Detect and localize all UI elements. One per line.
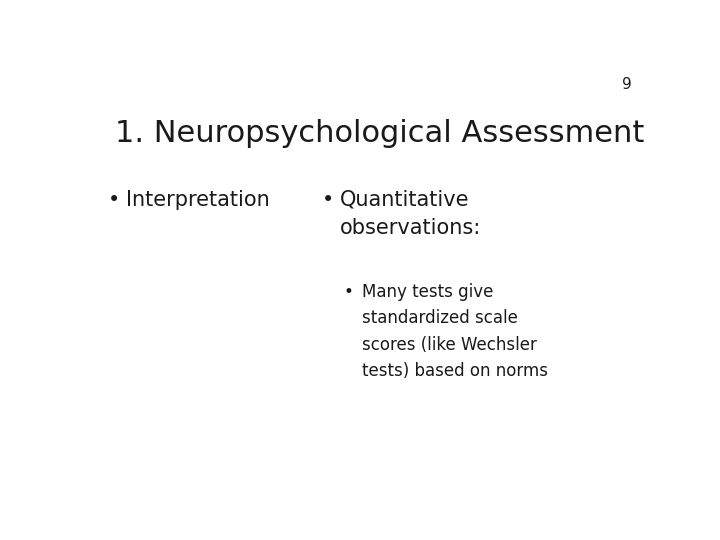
Text: 9: 9 xyxy=(621,77,631,92)
Text: Interpretation: Interpretation xyxy=(126,190,270,210)
Text: Quantitative
observations:: Quantitative observations: xyxy=(340,190,481,238)
Text: Many tests give
standardized scale
scores (like Wechsler
tests) based on norms: Many tests give standardized scale score… xyxy=(362,283,549,380)
Text: •: • xyxy=(344,283,354,301)
Text: 1. Neuropsychological Assessment: 1. Neuropsychological Assessment xyxy=(115,119,644,148)
Text: •: • xyxy=(108,190,120,210)
Text: •: • xyxy=(322,190,334,210)
